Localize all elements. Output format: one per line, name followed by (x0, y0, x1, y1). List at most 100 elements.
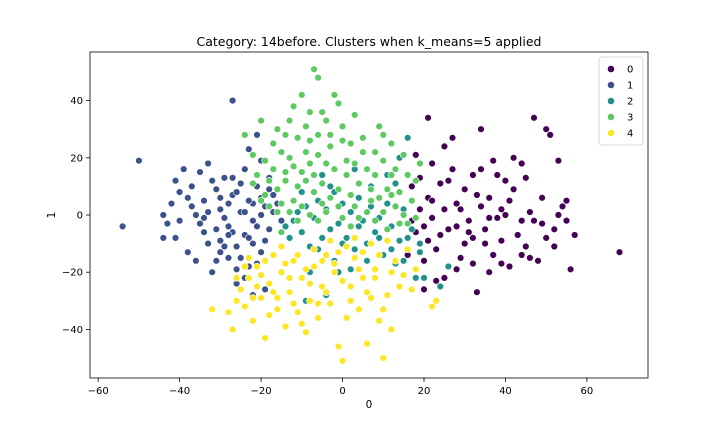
data-point (420, 257, 428, 265)
data-point (363, 288, 371, 296)
data-point (314, 151, 322, 159)
data-point (294, 217, 302, 225)
data-point (220, 214, 229, 222)
data-point (530, 114, 538, 122)
data-point (383, 225, 391, 234)
data-point (306, 211, 314, 219)
data-point (310, 171, 318, 179)
data-point (232, 265, 241, 273)
data-point (351, 254, 359, 262)
x-tick-label: −20 (251, 386, 272, 397)
data-point (175, 217, 184, 225)
data-point (318, 282, 326, 291)
data-point (330, 268, 339, 276)
data-point (363, 165, 371, 173)
data-point (383, 199, 391, 208)
data-point (351, 159, 359, 168)
data-point (412, 274, 420, 282)
data-point (391, 257, 400, 265)
data-point (481, 225, 489, 234)
data-point (306, 108, 314, 116)
data-point (249, 179, 257, 188)
data-point (420, 274, 428, 282)
data-point (298, 168, 306, 176)
data-point (257, 116, 265, 125)
data-point (347, 297, 355, 305)
data-point (159, 211, 168, 219)
data-point (428, 197, 436, 205)
data-point (326, 131, 334, 139)
data-point (200, 197, 208, 205)
data-point (530, 217, 538, 225)
data-point (444, 262, 453, 271)
data-point (224, 231, 233, 239)
data-point (277, 148, 286, 156)
data-point (404, 171, 412, 179)
data-point (322, 251, 330, 259)
data-point (408, 285, 416, 294)
data-point (241, 302, 249, 311)
data-point (294, 208, 302, 216)
data-point (224, 199, 233, 208)
data-point (452, 199, 461, 208)
data-point (302, 148, 310, 156)
data-point (347, 139, 355, 148)
data-point (338, 136, 347, 145)
data-point (216, 237, 225, 245)
data-point (302, 328, 310, 336)
data-point (505, 262, 514, 271)
data-point (448, 134, 457, 142)
data-point (322, 116, 330, 125)
data-point (241, 131, 249, 139)
data-point (379, 131, 387, 139)
data-point (281, 259, 290, 268)
data-point (285, 288, 294, 296)
data-point (554, 157, 563, 165)
data-point (347, 208, 355, 216)
data-point (289, 299, 298, 308)
chart-title: Category: 14before. Clusters when k_mean… (197, 34, 542, 49)
data-point (261, 257, 269, 265)
data-point (469, 171, 477, 179)
data-point (277, 217, 286, 225)
data-point (285, 274, 294, 282)
data-point (200, 228, 208, 236)
data-point (192, 211, 200, 219)
x-tick-label: 40 (499, 386, 512, 397)
data-point (355, 194, 363, 202)
data-point (228, 174, 237, 182)
data-point (542, 125, 550, 133)
data-point (485, 214, 493, 222)
data-point (558, 202, 567, 211)
data-point (285, 154, 294, 162)
data-point (473, 191, 481, 199)
data-point (216, 194, 225, 202)
data-point (314, 299, 322, 308)
data-point (204, 239, 212, 248)
data-point (391, 165, 400, 173)
data-point (298, 202, 306, 211)
data-point (306, 297, 314, 305)
data-point (526, 254, 534, 262)
data-point (412, 151, 420, 159)
data-point (220, 174, 229, 182)
data-point (542, 234, 550, 242)
data-point (273, 305, 282, 314)
data-point (326, 237, 334, 245)
y-tick-label: 20 (70, 153, 83, 164)
data-point (526, 208, 534, 216)
data-point (294, 134, 302, 142)
data-point (204, 208, 212, 216)
data-point (359, 134, 367, 142)
data-point (212, 185, 221, 194)
data-point (314, 217, 322, 225)
data-point (517, 159, 526, 168)
data-point (387, 325, 396, 334)
data-point (416, 205, 424, 214)
legend-label: 0 (627, 65, 633, 76)
data-point (444, 225, 453, 234)
data-point (428, 214, 436, 222)
data-point (342, 157, 351, 165)
data-point (379, 157, 387, 165)
data-point (395, 219, 404, 228)
